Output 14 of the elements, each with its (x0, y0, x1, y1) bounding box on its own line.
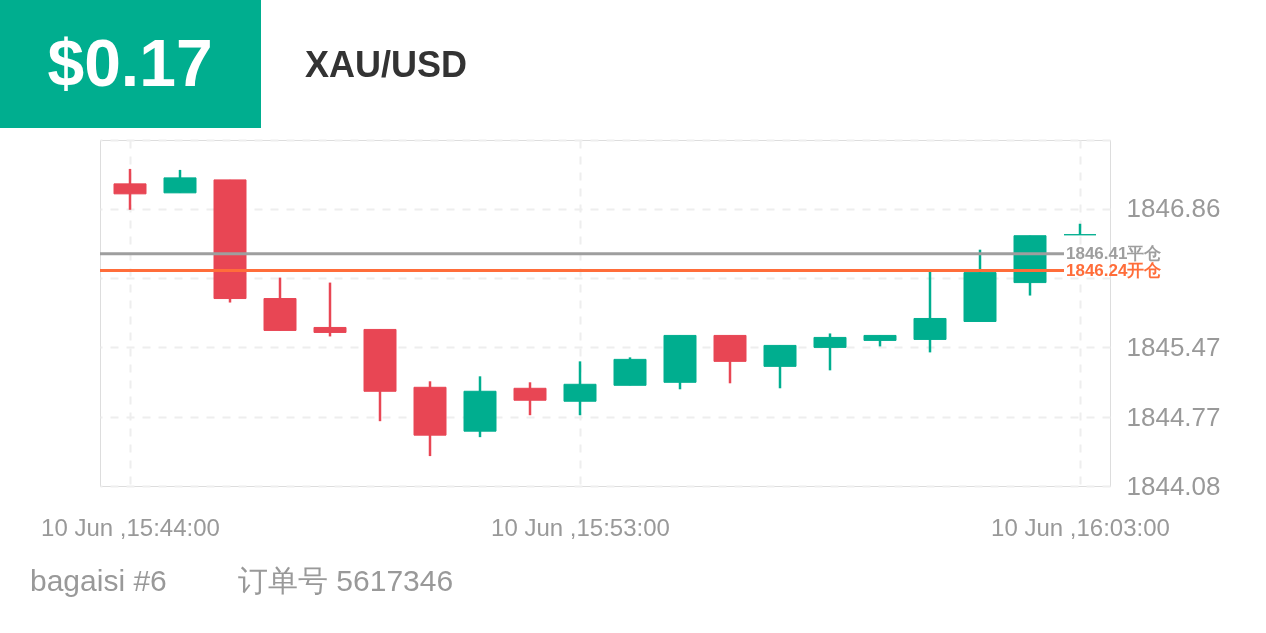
ref-line-label: 1846.24开仓 (1066, 260, 1163, 280)
text: $0.17 (47, 26, 213, 100)
text: bagaisi #6 (30, 564, 167, 597)
chart-title: XAU/USD (305, 44, 468, 85)
x-tick-label: 10 Jun ,15:53:00 (491, 513, 670, 541)
candlestick (313, 281, 347, 338)
y-tick-label: 1844.77 (1126, 401, 1221, 432)
y-tick-label: 1846.86 (1126, 193, 1221, 224)
x-tick-label: 10 Jun ,16:03:00 (991, 513, 1170, 541)
ref-line-label: 1846.41平仓 (1066, 243, 1163, 263)
y-tick-label: 1844.08 (1126, 470, 1221, 501)
text: 订单号 5617346 (238, 564, 454, 597)
x-tick-label: 10 Jun ,15:44:00 (41, 513, 220, 541)
y-tick-label: 1845.47 (1126, 331, 1221, 362)
